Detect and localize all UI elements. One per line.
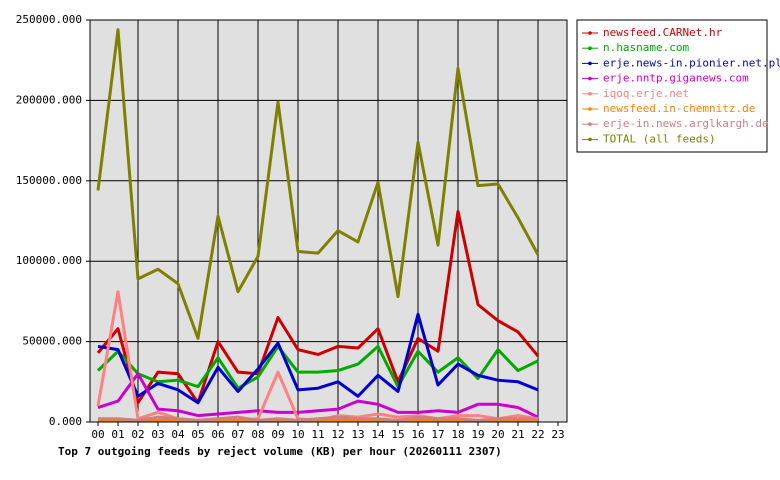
x-tick-label: 02 [131,428,144,441]
y-tick-label: 150000.000 [16,174,82,187]
chart-title: Top 7 outgoing feeds by reject volume (K… [58,445,502,458]
y-tick-label: 250000.000 [16,13,82,26]
x-tick-label: 16 [411,428,424,441]
legend-marker [588,46,592,50]
plot-area [90,20,567,422]
legend-marker [588,122,592,126]
x-tick-label: 07 [231,428,244,441]
legend-label: TOTAL (all feeds) [603,132,716,145]
x-tick-label: 00 [91,428,104,441]
x-tick-label: 17 [431,428,444,441]
x-tick-label: 03 [151,428,164,441]
x-tick-label: 18 [451,428,464,441]
x-tick-label: 09 [271,428,284,441]
legend-marker [588,137,592,142]
y-tick-label: 200000.000 [16,93,82,106]
x-tick-label: 21 [511,428,524,441]
legend-label: iqoq.erje.net [603,87,689,100]
series-line [96,209,540,405]
x-tick-label: 13 [351,428,364,441]
legend-marker [588,76,592,81]
x-tick-label: 15 [391,428,404,441]
x-tick-label: 08 [251,428,264,441]
x-tick-label: 12 [331,428,344,441]
x-tick-label: 04 [171,428,185,441]
legend-marker [588,107,592,111]
x-tick-label: 20 [491,428,504,441]
legend-marker [588,61,592,66]
x-tick-label: 01 [111,428,124,441]
legend-label: newsfeed.in-chemnitz.de [603,102,755,115]
x-tick-label: 11 [311,428,324,441]
series-line [96,28,540,340]
x-tick-label: 06 [211,428,224,441]
legend-label: erje.nntp.giganews.com [603,72,749,85]
series-line [97,312,539,405]
series-line [97,372,539,419]
legend-label: newsfeed.CARNet.hr [603,26,723,39]
y-tick-label: 0.000 [49,415,82,428]
y-tick-label: 100000.000 [16,254,82,267]
x-tick-label: 05 [191,428,204,441]
legend-label: n.hasname.com [603,41,689,54]
x-tick-label: 22 [531,428,544,441]
x-tick-label: 10 [291,428,304,441]
series-lines [96,28,540,422]
x-tick-label: 14 [371,428,385,441]
series-line [96,344,539,390]
plot-frame [89,19,568,423]
y-tick-label: 50000.000 [22,335,82,348]
legend-box [576,19,768,153]
legend-label: erje-in.news.arglkargh.de [603,117,769,130]
legend-marker [588,92,592,96]
series-line [98,415,538,422]
x-tick-label: 23 [551,428,564,441]
legend-label: erje.news-in.pionier.net.pl [603,56,780,69]
x-tick-label: 19 [471,428,484,441]
legend-marker [588,31,592,35]
